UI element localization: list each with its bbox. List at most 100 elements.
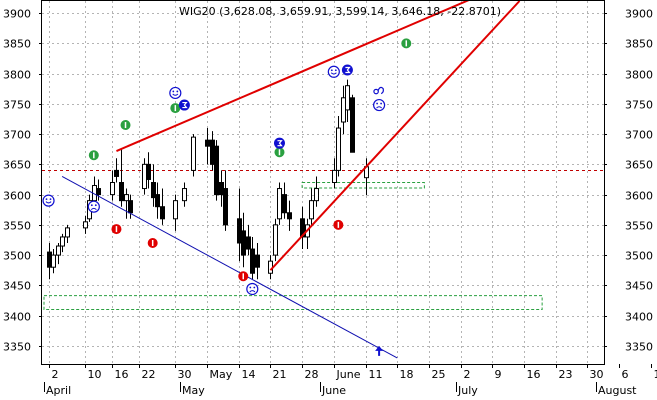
signal-bullish xyxy=(401,38,412,49)
candle-body xyxy=(332,169,337,183)
trend-line-red-upper xyxy=(116,0,472,152)
x-tick-label: 10 xyxy=(88,368,102,381)
signal-bullish xyxy=(274,147,285,158)
candle xyxy=(332,158,337,189)
support-zone xyxy=(301,182,425,189)
candle-body xyxy=(273,224,278,256)
signal-markers xyxy=(42,38,412,356)
candle-body xyxy=(219,182,224,196)
y-tick-label-left: 3750 xyxy=(3,99,31,112)
y-tick-label-left: 3600 xyxy=(3,190,31,203)
candle xyxy=(336,115,341,177)
candle xyxy=(65,224,70,243)
x-tick-label: 1 xyxy=(654,368,657,381)
x-axis: 210162230May142128June1118252916233061Ap… xyxy=(44,364,657,397)
candle-body xyxy=(345,85,350,111)
face-eye xyxy=(172,90,175,93)
candle xyxy=(83,215,88,234)
y-tick-label-left: 3450 xyxy=(3,280,31,293)
face-eye xyxy=(376,102,379,105)
y-tick-label-right: 3700 xyxy=(625,129,653,142)
candle xyxy=(250,236,255,280)
candle-body xyxy=(182,188,187,202)
signal-number xyxy=(273,137,285,149)
signal-arrow-up xyxy=(375,345,384,356)
candle-body xyxy=(47,251,52,268)
candle-body xyxy=(96,188,101,196)
x-tick-label: 23 xyxy=(559,368,573,381)
face-eye xyxy=(334,69,337,72)
trend-lines xyxy=(61,0,521,359)
y-tick-label-right: 3500 xyxy=(625,250,653,263)
x-tick-label: June xyxy=(336,368,361,381)
support-zone xyxy=(43,295,543,311)
candle xyxy=(56,243,61,265)
face-eye xyxy=(253,286,256,289)
candle-body xyxy=(173,200,178,220)
candle xyxy=(314,176,319,207)
candle-body xyxy=(282,194,287,214)
candle xyxy=(114,158,119,183)
x-tick-label: 14 xyxy=(242,368,256,381)
x-tick-label: 30 xyxy=(590,368,604,381)
candle-body xyxy=(191,136,196,171)
candle xyxy=(51,249,56,274)
x-tick-label: 25 xyxy=(432,368,446,381)
candle xyxy=(124,188,129,219)
candle xyxy=(241,212,246,268)
candle-body xyxy=(56,245,61,256)
signal-bearish xyxy=(238,271,249,282)
candle-body xyxy=(255,254,260,268)
plot-frame xyxy=(41,0,605,365)
candle xyxy=(277,182,282,225)
y-tick-label-left: 3700 xyxy=(3,129,31,142)
y-tick-label-right: 3750 xyxy=(625,99,653,112)
candle-body xyxy=(250,248,255,274)
candle xyxy=(182,182,187,207)
candle-body xyxy=(205,139,210,147)
candle xyxy=(345,79,350,122)
y-tick-label-left: 3900 xyxy=(3,8,31,21)
candle-body xyxy=(350,97,355,153)
signal-sad xyxy=(373,98,386,112)
y-tick-label-left: 3850 xyxy=(3,38,31,51)
face-eye xyxy=(49,198,52,201)
y-tick-label-right: 3600 xyxy=(625,190,653,203)
face-outline xyxy=(373,98,386,112)
leo-tail xyxy=(377,86,384,95)
candle xyxy=(155,182,160,219)
y-tick-label-right: 3450 xyxy=(625,280,653,293)
candle xyxy=(160,188,165,225)
month-label: May xyxy=(182,384,205,397)
trend-line-blue-down xyxy=(61,176,398,359)
support-zones xyxy=(42,170,604,311)
x-tick-label: 28 xyxy=(305,368,319,381)
x-tick-label: 9 xyxy=(495,368,502,381)
candle-body xyxy=(341,97,346,123)
candle-body xyxy=(214,145,219,196)
y-tick-label-right: 3400 xyxy=(625,311,653,324)
candle xyxy=(273,218,278,262)
face-outline xyxy=(87,200,100,213)
candle xyxy=(214,140,219,201)
candle-body xyxy=(60,236,65,247)
y-tick-label-left: 3550 xyxy=(3,220,31,233)
candle-body xyxy=(287,212,292,220)
signal-sad xyxy=(246,282,259,296)
candle-body xyxy=(210,139,215,165)
candle xyxy=(255,243,260,280)
face-mouth xyxy=(376,106,383,109)
signal-bullish xyxy=(120,120,131,131)
face-mouth xyxy=(90,207,97,211)
x-tick-label: 30 xyxy=(178,368,192,381)
face-eye xyxy=(380,102,383,105)
number-glyph xyxy=(345,66,351,74)
month-label: April xyxy=(46,384,71,397)
candle xyxy=(282,182,287,219)
candle-body xyxy=(237,218,242,244)
candle xyxy=(223,170,228,231)
candle xyxy=(60,233,65,253)
y-tick-label-left: 3400 xyxy=(3,311,31,324)
number-glyph xyxy=(277,140,283,147)
